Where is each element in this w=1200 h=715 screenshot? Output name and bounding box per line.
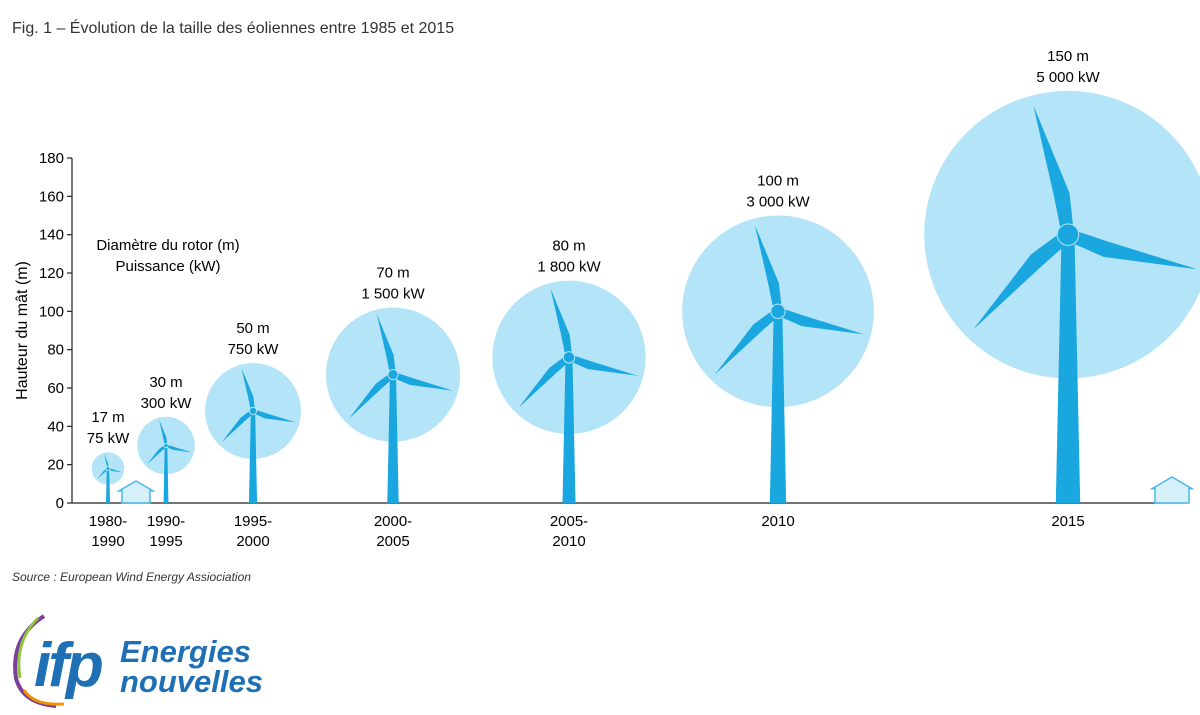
hub xyxy=(248,406,258,416)
tower xyxy=(163,445,169,503)
rotor-diameter-label: 17 m xyxy=(91,409,124,426)
blade xyxy=(392,371,454,391)
hub xyxy=(562,351,576,364)
power-label: 300 kW xyxy=(141,395,193,412)
house-icon xyxy=(1149,476,1195,504)
period-label: 1980- xyxy=(89,513,127,530)
y-tick-label: 80 xyxy=(47,342,64,359)
period-label: 2000- xyxy=(374,513,412,530)
hub xyxy=(163,442,169,449)
period-label: 1990- xyxy=(147,513,185,530)
blade xyxy=(165,444,192,453)
blade xyxy=(1033,105,1074,237)
period-label: 1990 xyxy=(91,533,124,550)
blade xyxy=(252,409,297,423)
turbine-group: 80 m 1 800 kW 2005- 2010 xyxy=(492,238,646,550)
y-tick-label: 160 xyxy=(39,188,64,205)
y-axis: 0 20 40 60 80 100 120 140 160 180 Hauteur du mât (… xyxy=(14,150,1185,512)
source-note: Source : European Wind Energy Assiociati… xyxy=(12,570,251,584)
power-label: 75 kW xyxy=(87,430,130,447)
period-label: 2010 xyxy=(552,533,585,550)
turbine-group: 50 m 750 kW 1995- 2000 xyxy=(205,320,301,550)
power-label: 1 500 kW xyxy=(361,286,425,303)
logo-ifp: ifp xyxy=(34,631,102,700)
blade xyxy=(376,314,396,376)
blade xyxy=(104,453,109,469)
y-tick-label: 100 xyxy=(39,303,64,320)
blade xyxy=(973,230,1073,330)
tower xyxy=(106,468,110,503)
blade xyxy=(568,354,638,376)
tower xyxy=(769,311,787,503)
legend: Diamètre du rotor (m) Puissance (kW) xyxy=(96,237,239,275)
turbines: 17 m 75 kW 1980- 1990 30 m 300 kW 1990- 1995 50 … xyxy=(87,48,1200,550)
hub xyxy=(1056,223,1080,246)
blade xyxy=(348,372,396,419)
house-shape xyxy=(116,480,156,504)
wind-turbine-size-chart: 0 20 40 60 80 100 120 140 160 180 Hauteur du mât (… xyxy=(14,48,1200,550)
rotor-diameter-label: 50 m xyxy=(236,320,269,337)
y-tick-label: 140 xyxy=(39,227,64,244)
power-label: 5 000 kW xyxy=(1036,69,1100,86)
blade xyxy=(97,468,109,480)
blade xyxy=(754,225,782,313)
period-label: 1995- xyxy=(234,513,272,530)
turbine-group: 17 m 75 kW 1980- 1990 xyxy=(87,409,130,550)
blade xyxy=(518,355,572,408)
blade xyxy=(221,409,255,443)
blade xyxy=(147,444,167,465)
tower xyxy=(562,357,576,503)
logo-arc-green xyxy=(17,616,40,679)
ifpen-logo: ifp Energies nouvelles xyxy=(13,614,263,708)
rotor-diameter-label: 100 m xyxy=(757,173,799,190)
tower xyxy=(1055,234,1081,503)
figure-title: Fig. 1 – Évolution de la taille des éoli… xyxy=(12,20,455,37)
turbine-group: 150 m 5 000 kW 2015 xyxy=(924,48,1200,530)
blade xyxy=(550,288,573,359)
y-tick-label: 40 xyxy=(47,418,64,435)
blade xyxy=(714,308,781,375)
logo-arc-orange xyxy=(22,689,65,706)
blade xyxy=(241,367,255,412)
y-tick-label: 60 xyxy=(47,380,64,397)
period-label: 2005- xyxy=(550,513,588,530)
turbine-group: 30 m 300 kW 1990- 1995 xyxy=(137,374,195,550)
blade xyxy=(107,467,123,473)
period-label: 2000 xyxy=(236,533,269,550)
period-label: 2015 xyxy=(1051,513,1084,530)
rotor-diameter-label: 70 m xyxy=(376,265,409,282)
y-tick-label: 180 xyxy=(39,150,64,167)
hub xyxy=(770,303,786,320)
logo-line1: Energies xyxy=(120,634,251,669)
blade xyxy=(1066,228,1198,270)
tower xyxy=(387,374,399,503)
turbine-group: 100 m 3 000 kW 2010 xyxy=(682,173,874,530)
y-tick-label: 20 xyxy=(47,457,64,474)
turbine-group: 70 m 1 500 kW 2000- 2005 xyxy=(325,265,461,550)
period-label: 2010 xyxy=(761,513,794,530)
legend-diameter-label: Diamètre du rotor (m) xyxy=(96,237,239,254)
rotor-diameter-label: 150 m xyxy=(1047,48,1089,65)
hub xyxy=(387,369,399,381)
legend-power-label: Puissance (kW) xyxy=(115,258,220,275)
houses xyxy=(116,476,1195,504)
power-label: 750 kW xyxy=(228,341,280,358)
period-label: 1995 xyxy=(149,533,182,550)
y-tick-label: 0 xyxy=(56,495,64,512)
y-axis-title: Hauteur du mât (m) xyxy=(14,261,31,400)
house-icon xyxy=(116,480,156,504)
rotor-diameter-label: 80 m xyxy=(552,238,585,255)
tower xyxy=(248,411,258,503)
y-tick-label: 120 xyxy=(39,265,64,282)
hub xyxy=(105,466,111,471)
period-label: 2005 xyxy=(376,533,409,550)
blade xyxy=(159,419,168,446)
power-label: 1 800 kW xyxy=(537,259,601,276)
power-label: 3 000 kW xyxy=(746,194,810,211)
house-shape xyxy=(1149,476,1195,504)
blade xyxy=(776,307,865,335)
logo-line2: nouvelles xyxy=(120,664,263,699)
rotor-diameter-label: 30 m xyxy=(149,374,182,391)
